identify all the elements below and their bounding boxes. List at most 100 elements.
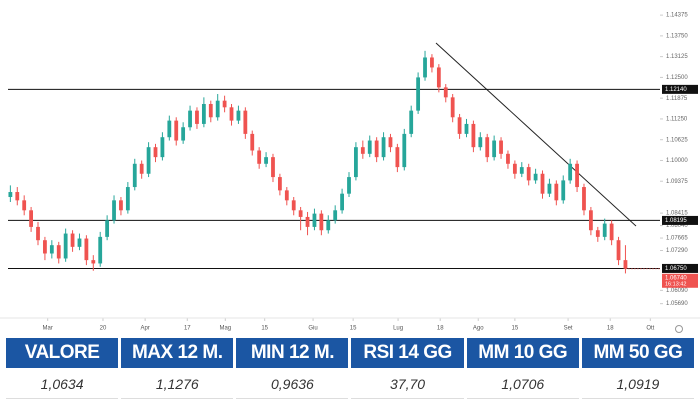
candle-body — [49, 245, 54, 254]
y-tick-label: 1.13125 — [666, 54, 688, 60]
x-tick-label: Ago — [473, 326, 484, 332]
candle-body — [105, 220, 110, 237]
value-cell: 1,1276 — [121, 370, 234, 399]
candle-body — [222, 100, 227, 108]
candle-body — [464, 123, 469, 134]
x-tick-label: 20 — [100, 326, 107, 332]
x-tick-label: Giu — [308, 326, 317, 332]
y-tick-label: 1.10625 — [666, 137, 688, 143]
y-tick-label: 1.05690 — [666, 301, 688, 307]
candle-body — [499, 140, 503, 154]
candle-body — [91, 260, 96, 264]
candle-body — [575, 163, 579, 188]
y-tick-label: 1.11250 — [666, 117, 688, 123]
header-cell: MM 10 GG — [466, 338, 579, 368]
candle-body — [36, 226, 40, 241]
candle-body — [402, 133, 407, 168]
candle-body — [271, 157, 275, 178]
header-cell: MM 50 GG — [581, 338, 694, 368]
x-tick-label: Ott — [646, 326, 654, 332]
candle-body — [22, 200, 27, 211]
value-cell: 37,70 — [351, 370, 464, 399]
candle-body — [561, 180, 566, 201]
level-tag — [662, 263, 698, 273]
candle-body — [416, 77, 421, 111]
candle-body — [582, 187, 586, 211]
candle-body — [229, 107, 234, 121]
candle-body — [430, 57, 434, 68]
candle-body — [388, 137, 393, 148]
x-tick-label: 15 — [261, 326, 268, 332]
candle-body — [450, 97, 455, 118]
candle-body — [8, 192, 13, 198]
x-tick-label: Set — [564, 326, 573, 332]
candle-body — [609, 223, 614, 241]
candle-body — [568, 163, 573, 181]
candle-body — [29, 210, 33, 227]
level-tag — [662, 215, 698, 225]
candle-body — [77, 238, 82, 247]
candle-body — [195, 110, 199, 124]
y-tick-label: 1.08415 — [666, 211, 688, 217]
x-tick-label: Lug — [393, 326, 403, 332]
candle-body — [360, 147, 365, 154]
candle-body — [277, 177, 282, 191]
candle-body — [436, 67, 441, 88]
trend-line — [435, 42, 637, 227]
candle-body — [374, 140, 379, 158]
candle-body — [257, 150, 262, 164]
candle-body — [319, 213, 324, 231]
header-cell: RSI 14 GG — [351, 338, 464, 368]
candle-body — [56, 245, 61, 259]
x-tick-label: Apr — [140, 326, 149, 332]
x-tick-label: 15 — [512, 326, 519, 332]
candle-body — [471, 123, 476, 148]
candle-body — [347, 177, 351, 194]
y-tick-label: 1.10000 — [666, 158, 688, 164]
header-cell: MIN 12 M. — [236, 338, 349, 368]
x-tick-label: 18 — [437, 326, 444, 332]
candle-body — [512, 163, 517, 174]
candle-body — [623, 260, 628, 269]
candle-body — [395, 147, 400, 168]
candle-body — [70, 233, 75, 247]
candle-body — [326, 220, 331, 231]
value-cell: 1,0706 — [466, 370, 579, 399]
settings-icon[interactable] — [675, 325, 683, 333]
candle-body — [125, 187, 130, 211]
y-tick-label: 1.07290 — [666, 248, 688, 254]
candle-body — [188, 110, 192, 128]
candle-body — [284, 190, 289, 201]
candle-body — [492, 140, 497, 158]
candle-body — [354, 147, 358, 178]
candle-body — [250, 133, 255, 151]
header-cell: MAX 12 M. — [121, 338, 234, 368]
candle-body — [305, 216, 310, 227]
candle-body — [167, 120, 172, 138]
y-tick-label: 1.14375 — [666, 13, 688, 19]
candle-body — [264, 157, 268, 164]
value-cell: 0,9636 — [236, 370, 349, 399]
value-cell: 1,0919 — [581, 370, 694, 399]
candle-body — [340, 193, 344, 211]
candle-body — [423, 57, 427, 78]
level-tag-label: 1.12140 — [665, 87, 687, 93]
candle-body — [526, 167, 531, 181]
candle-body — [547, 183, 552, 194]
header-cell: VALORE — [6, 338, 119, 368]
candle-body — [478, 137, 483, 148]
candle-body — [112, 200, 116, 221]
candle-body — [312, 213, 317, 227]
candle-body — [485, 137, 490, 158]
candle-body — [236, 110, 241, 121]
last-price-time: 16:13:42 — [665, 282, 686, 288]
x-tick-label: 15 — [350, 326, 357, 332]
level-tag-label: 1.08195 — [665, 218, 687, 224]
last-price-label: 1.06740 — [665, 275, 687, 281]
candle-body — [595, 230, 600, 237]
candle-body — [298, 210, 303, 217]
y-tick-label: 1.11875 — [666, 96, 688, 102]
candle-body — [291, 200, 296, 211]
candle-body — [602, 223, 607, 237]
